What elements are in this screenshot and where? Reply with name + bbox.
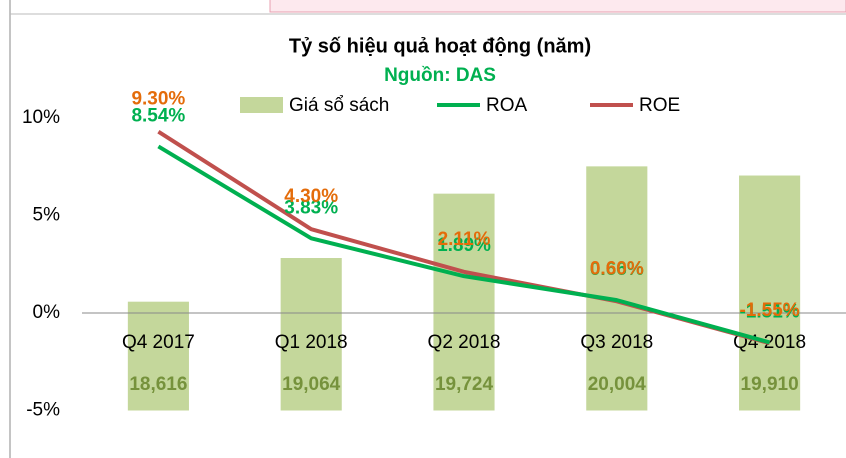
line-value-label: -1.51% bbox=[739, 301, 799, 322]
x-tick-label: Q4 2017 bbox=[122, 332, 195, 353]
line-value-label: 2.11% bbox=[438, 229, 491, 250]
y-tick-label: 10% bbox=[22, 107, 60, 128]
line-value-label: 1.89% bbox=[437, 235, 491, 256]
legend-label: ROE bbox=[639, 95, 680, 116]
chart-subtitle: Nguồn: DAS bbox=[384, 65, 496, 86]
bar bbox=[433, 193, 495, 411]
bar-value-label: 19,724 bbox=[435, 374, 494, 395]
bar bbox=[127, 301, 189, 411]
y-tick-label: 0% bbox=[33, 302, 61, 323]
y-tick-label: -5% bbox=[26, 400, 60, 421]
legend-swatch bbox=[240, 97, 283, 113]
bar bbox=[280, 258, 342, 411]
line-value-label: 9.30% bbox=[131, 89, 185, 110]
legend-label: ROA bbox=[486, 95, 528, 116]
bar-value-label: 19,910 bbox=[741, 374, 799, 395]
bar-value-label: 19,064 bbox=[282, 374, 341, 395]
line-value-label: 8.54% bbox=[131, 105, 185, 126]
bar bbox=[586, 166, 648, 411]
chart-title: Tỷ số hiệu quả hoạt động (năm) bbox=[289, 35, 591, 57]
line-value-label: 0.66% bbox=[590, 259, 644, 280]
header-strip bbox=[269, 0, 846, 13]
bar bbox=[739, 175, 801, 411]
legend-label: Giá sổ sách bbox=[289, 95, 389, 116]
line-value-label: 4.30% bbox=[284, 186, 338, 207]
line-value-label: 3.83% bbox=[284, 197, 338, 218]
line-value-label: -1.55% bbox=[739, 300, 799, 321]
bar-value-label: 20,004 bbox=[588, 374, 647, 395]
y-tick-label: 5% bbox=[33, 205, 61, 226]
line bbox=[157, 144, 771, 345]
x-tick-label: Q1 2018 bbox=[275, 332, 348, 353]
x-tick-label: Q2 2018 bbox=[428, 332, 501, 353]
bar-value-label: 18,616 bbox=[129, 374, 187, 395]
line-value-label: 0.60% bbox=[590, 258, 644, 279]
x-tick-label: Q3 2018 bbox=[580, 332, 653, 353]
